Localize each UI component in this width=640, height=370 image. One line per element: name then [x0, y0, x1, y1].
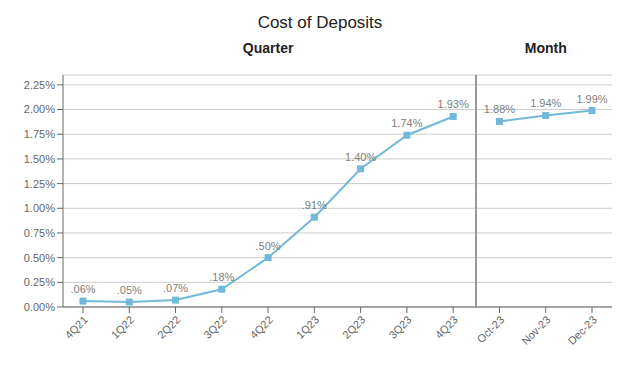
svg-text:.05%: .05% — [117, 284, 142, 296]
svg-text:2Q22: 2Q22 — [155, 313, 183, 341]
svg-text:1.88%: 1.88% — [484, 103, 515, 115]
svg-text:4Q23: 4Q23 — [433, 313, 461, 341]
svg-text:0.75%: 0.75% — [24, 227, 55, 239]
svg-text:1.75%: 1.75% — [24, 128, 55, 140]
svg-text:1.94%: 1.94% — [530, 97, 561, 109]
svg-text:3Q22: 3Q22 — [201, 313, 229, 341]
svg-text:1Q23: 1Q23 — [294, 313, 322, 341]
svg-text:2.25%: 2.25% — [24, 79, 55, 91]
svg-text:0.00%: 0.00% — [24, 301, 55, 313]
svg-text:1.00%: 1.00% — [24, 202, 55, 214]
svg-text:1.99%: 1.99% — [576, 93, 607, 105]
svg-text:Dec-23: Dec-23 — [565, 313, 599, 347]
svg-text:1.93%: 1.93% — [438, 98, 469, 110]
svg-text:.07%: .07% — [163, 282, 188, 294]
svg-text:.50%: .50% — [256, 240, 281, 252]
svg-text:Oct-23: Oct-23 — [475, 313, 507, 345]
html-text:Cost of Deposits: Cost of Deposits — [257, 13, 383, 32]
svg-text:1Q22: 1Q22 — [109, 313, 137, 341]
svg-text:4Q21: 4Q21 — [62, 313, 90, 341]
svg-text:0.25%: 0.25% — [24, 276, 55, 288]
svg-text:2.00%: 2.00% — [24, 103, 55, 115]
svg-text:1.25%: 1.25% — [24, 178, 55, 190]
svg-text:.18%: .18% — [209, 271, 234, 283]
html-text:Month: Month — [524, 40, 567, 56]
svg-text:1.40%: 1.40% — [345, 151, 376, 163]
svg-text:.06%: .06% — [70, 283, 95, 295]
svg-text:1.50%: 1.50% — [24, 153, 55, 165]
svg-text:4Q22: 4Q22 — [248, 313, 276, 341]
svg-text:.91%: .91% — [302, 199, 327, 211]
html-text:Quarter: Quarter — [242, 40, 294, 56]
svg-text:0.50%: 0.50% — [24, 252, 55, 264]
svg-text:2Q23: 2Q23 — [340, 313, 368, 341]
svg-text:1.74%: 1.74% — [391, 117, 422, 129]
svg-text:3Q23: 3Q23 — [386, 313, 414, 341]
svg-text:Nov-23: Nov-23 — [519, 313, 553, 347]
